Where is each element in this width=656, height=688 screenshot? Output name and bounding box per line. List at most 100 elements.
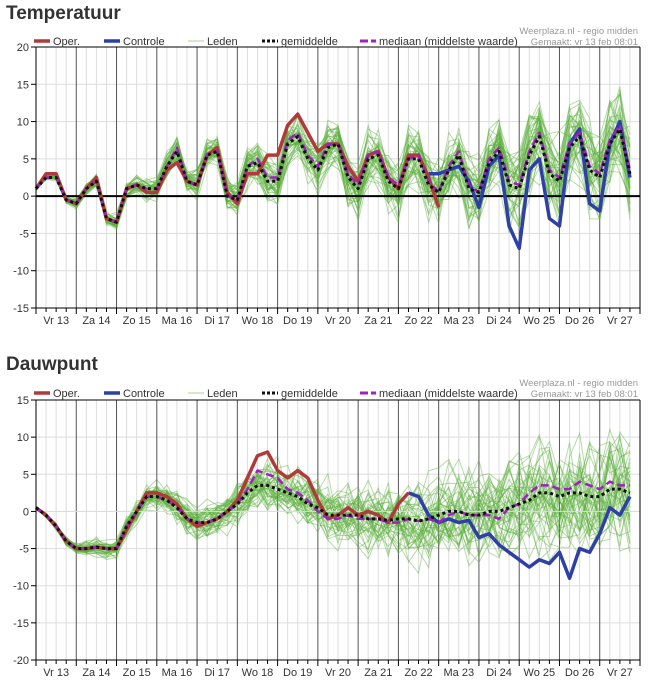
ensemble-member-line xyxy=(35,123,631,229)
x-tick-label: Wo 18 xyxy=(242,315,274,327)
y-tick-label: 0 xyxy=(23,506,29,518)
ensemble-member-line xyxy=(35,119,631,224)
legend-oper-label: Oper. xyxy=(53,388,80,400)
ensemble-member-line xyxy=(35,104,631,221)
x-tick-label: Do 26 xyxy=(565,667,594,679)
ensemble-member-line xyxy=(35,106,631,224)
ensemble-member-line xyxy=(35,469,631,555)
chart-title-dauwpunt: Dauwpunt xyxy=(6,354,98,375)
ensemble-member-line xyxy=(35,442,631,557)
legend-leden-label: Leden xyxy=(207,36,238,48)
ensemble-member-line xyxy=(35,102,631,225)
x-tick-label: Di 24 xyxy=(486,315,512,327)
ensemble-member-line xyxy=(35,450,631,558)
x-tick-label: Ma 23 xyxy=(444,667,475,679)
legend-gemiddelde-label: gemiddelde xyxy=(281,388,338,400)
x-tick-label: Za 14 xyxy=(82,667,110,679)
series-line-controle xyxy=(428,119,632,251)
y-tick-label: 0 xyxy=(23,191,29,203)
made-timestamp: Gemaakt: vr 13 feb 08:01 xyxy=(531,37,638,48)
series-line-mediaan xyxy=(35,124,632,224)
x-tick-label: Vr 20 xyxy=(325,667,351,679)
source-label: Weerplaza.nl - regio midden xyxy=(519,26,638,37)
y-tick-label: 15 xyxy=(17,79,29,91)
y-tick-label: 10 xyxy=(17,117,29,129)
x-tick-label: Do 19 xyxy=(283,667,312,679)
x-tick-label: Wo 25 xyxy=(524,667,556,679)
x-tick-label: Ma 16 xyxy=(162,667,193,679)
x-tick-label: Zo 15 xyxy=(123,315,151,327)
x-tick-label: Vr 27 xyxy=(607,315,633,327)
x-tick-label: Do 26 xyxy=(565,315,594,327)
x-tick-label: Vr 13 xyxy=(43,667,69,679)
chart-temperatuur: 20 15 10 5 0 -5 -10 -15 Vr 13 Za 14 Zo 15 Ma 16 Di 1… xyxy=(13,26,641,327)
ensemble-member-line xyxy=(35,466,631,551)
x-tick-label: Do 19 xyxy=(283,315,312,327)
ensemble-member-line xyxy=(35,118,631,227)
y-tick-label: -5 xyxy=(19,544,29,556)
ensemble-member-line xyxy=(35,436,631,561)
series-line-controle xyxy=(407,491,632,581)
x-tick-label: Wo 25 xyxy=(524,315,556,327)
ensemble-member-line xyxy=(35,130,631,228)
ensemble-member-line xyxy=(35,431,631,561)
x-tick-label: Di 17 xyxy=(204,667,230,679)
ensemble-member-line xyxy=(35,86,631,227)
ensemble-member-line xyxy=(35,119,631,228)
y-tick-label: 20 xyxy=(17,42,29,54)
x-tick-label: Za 21 xyxy=(364,315,392,327)
y-tick-label: -10 xyxy=(13,581,29,593)
series-line-mediaan xyxy=(35,469,630,550)
series-line-gemiddelde xyxy=(34,127,632,224)
y-tick-label: -15 xyxy=(13,618,29,630)
chart-title-temperatuur: Temperatuur xyxy=(6,3,121,24)
ensemble-member-line xyxy=(35,106,631,225)
ensemble-member-line xyxy=(35,93,631,231)
x-tick-label: Vr 20 xyxy=(325,315,351,327)
ensemble-member-line xyxy=(35,112,631,228)
legend-controle-label: Controle xyxy=(123,388,165,400)
x-tick-label: Ma 16 xyxy=(162,315,193,327)
ensemble-member-line xyxy=(35,122,631,234)
ensemble-member-line xyxy=(35,455,631,559)
ensemble-member-line xyxy=(35,124,631,229)
x-tick-label: Vr 13 xyxy=(43,315,69,327)
y-tick-label: 10 xyxy=(17,432,29,444)
source-label: Weerplaza.nl - regio midden xyxy=(519,378,638,389)
ensemble-member-line xyxy=(35,465,631,562)
y-tick-label: -10 xyxy=(13,266,29,278)
legend-mediaan-label: mediaan (middelste waarde) xyxy=(379,388,518,400)
ensemble-member-line xyxy=(35,441,631,556)
ensemble-member-line xyxy=(35,430,631,557)
made-timestamp: Gemaakt: vr 13 feb 08:01 xyxy=(531,389,638,400)
x-tick-label: Za 14 xyxy=(82,315,110,327)
ensemble-member-line xyxy=(35,107,631,221)
y-tick-label: 15 xyxy=(17,395,29,407)
x-tick-label: Di 17 xyxy=(204,315,230,327)
legend-leden-label: Leden xyxy=(207,388,238,400)
y-tick-label: -15 xyxy=(13,303,29,315)
legend-mediaan-label: mediaan (middelste waarde) xyxy=(379,36,518,48)
ensemble-member-line xyxy=(35,109,631,222)
ensemble-member-line xyxy=(35,99,631,223)
ensemble-member-line xyxy=(35,127,631,223)
x-tick-label: Zo 22 xyxy=(404,667,432,679)
ensemble-member-line xyxy=(35,113,630,220)
x-tick-label: Ma 23 xyxy=(444,315,475,327)
legend-oper-label: Oper. xyxy=(53,36,80,48)
x-tick-label: Zo 15 xyxy=(123,667,151,679)
series-line-gemiddelde xyxy=(35,483,631,551)
ensemble-member-line xyxy=(35,460,631,552)
ensemble-member-line xyxy=(35,442,631,559)
y-tick-label: -20 xyxy=(13,655,29,667)
ensemble-member-line xyxy=(35,126,631,229)
x-tick-label: Zo 22 xyxy=(404,315,432,327)
legend-controle-label: Controle xyxy=(123,36,165,48)
legend-gemiddelde-label: gemiddelde xyxy=(281,36,338,48)
x-tick-label: Wo 18 xyxy=(242,667,274,679)
x-tick-label: Vr 27 xyxy=(607,667,633,679)
x-tick-label: Za 21 xyxy=(364,667,392,679)
ensemble-member-line xyxy=(35,132,631,224)
y-tick-label: 5 xyxy=(23,154,29,166)
